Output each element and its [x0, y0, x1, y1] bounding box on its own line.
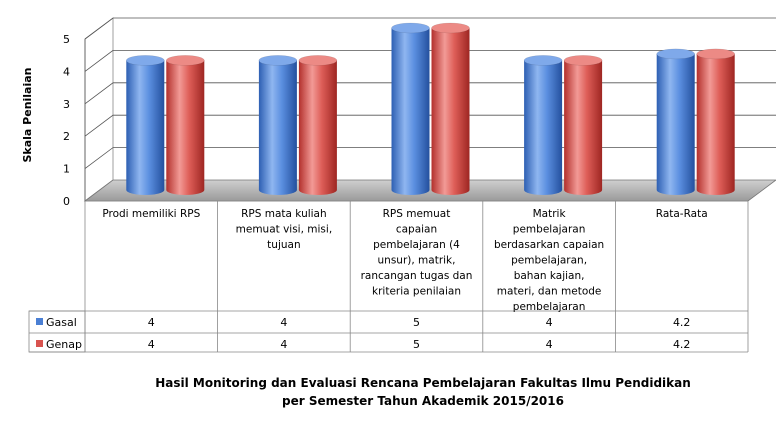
- y-tick-label: 0: [63, 195, 70, 208]
- bar-body: [431, 28, 470, 195]
- bar-genap: [696, 48, 735, 195]
- bar-top: [696, 48, 735, 60]
- chart-title: Hasil Monitoring dan Evaluasi Rencana Pe…: [155, 376, 691, 390]
- y-tick-label: 1: [63, 163, 70, 176]
- bar-top: [391, 22, 430, 34]
- data-table: Prodi memiliki RPS RPS mata kuliah memuat …: [28, 200, 749, 353]
- legend-label: Genap: [46, 338, 82, 351]
- y-tick-label: 5: [63, 33, 70, 46]
- data-value-label: 4.2: [673, 316, 691, 329]
- bar-top: [523, 55, 563, 66]
- bar-top: [656, 48, 695, 60]
- data-value-label: 4: [546, 316, 553, 329]
- gridline: [84, 17, 776, 40]
- bar-body: [258, 60, 297, 196]
- bars-layer: [126, 22, 735, 196]
- x-category-label: RPS memuat capaian pembelajaran (4 unsur), …: [361, 208, 473, 298]
- legend-swatch: [36, 340, 43, 347]
- chart-subtitle: per Semester Tahun Akademik 2015/2016: [282, 394, 564, 408]
- y-tick-label: 2: [63, 130, 70, 143]
- data-value-label: 4: [148, 316, 155, 329]
- bar-genap: [166, 55, 205, 196]
- bar-top: [126, 55, 165, 66]
- bar-top: [258, 55, 298, 66]
- y-tick-label: 4: [63, 65, 70, 78]
- bar-body: [298, 60, 337, 196]
- y-axis-label: Skala Penilaian: [21, 67, 34, 162]
- bar-top: [298, 55, 338, 66]
- bar-top: [431, 22, 470, 34]
- bar-gasal: [258, 55, 298, 196]
- x-category-label: RPS mata kuliah memuat visi, misi, tujuan: [236, 208, 333, 251]
- data-value-label: 4.2: [673, 338, 691, 351]
- bar-gasal: [656, 48, 695, 195]
- y-tick-label: 3: [63, 98, 70, 111]
- bar-genap: [563, 55, 603, 196]
- bar-body: [696, 53, 735, 195]
- bar-body: [166, 60, 205, 196]
- bar-gasal: [523, 55, 563, 196]
- data-value-label: 4: [280, 316, 287, 329]
- data-value-label: 4: [546, 338, 553, 351]
- bar-body: [126, 60, 165, 196]
- data-value-label: 4: [280, 338, 287, 351]
- x-category-label: Matrik pembelajaran berdasarkan capaian pem…: [494, 208, 604, 313]
- data-value-label: 4: [148, 338, 155, 351]
- data-value-label: 5: [413, 338, 420, 351]
- x-category-label: Rata-Rata: [656, 208, 708, 220]
- bar-body: [656, 53, 695, 195]
- bar-genap: [298, 55, 338, 196]
- legend-swatch: [36, 318, 43, 325]
- grid-layer: 0 1 2 3 4 5: [63, 17, 776, 208]
- bar-body: [524, 60, 563, 196]
- legend-label: Gasal: [46, 316, 77, 329]
- bar-top: [166, 55, 205, 66]
- side-wall: [84, 17, 114, 202]
- bar-body: [564, 60, 603, 196]
- bar-genap: [431, 22, 470, 195]
- bar-gasal: [126, 55, 165, 196]
- x-category-label: Prodi memiliki RPS: [102, 208, 200, 220]
- data-value-label: 5: [413, 316, 420, 329]
- bar-body: [391, 28, 430, 195]
- gridline: [84, 50, 776, 72]
- bar-gasal: [391, 22, 430, 195]
- bar-top: [563, 55, 603, 66]
